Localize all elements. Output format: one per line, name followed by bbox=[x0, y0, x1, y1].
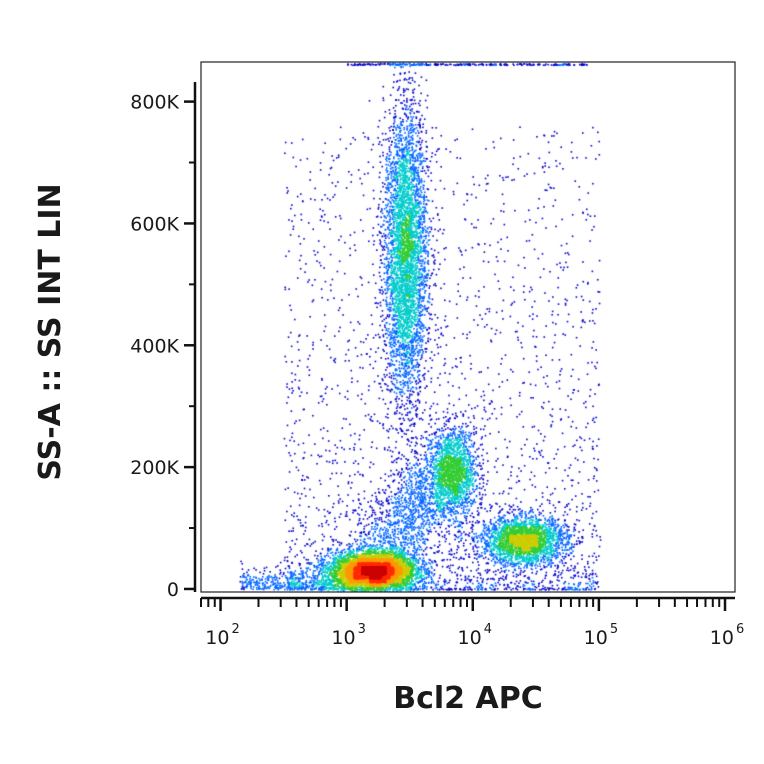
x-tick-label: 10 5 bbox=[584, 622, 618, 649]
y-tick-label: 200K bbox=[130, 457, 179, 479]
y-axis-title: SS-A :: SS INT LIN bbox=[33, 183, 68, 480]
x-axis: 10 2 10 3 10 4 10 5 10 6 bbox=[200, 596, 744, 649]
x-axis-title: Bcl2 APC bbox=[393, 681, 542, 716]
y-tick-label: 800K bbox=[130, 92, 179, 114]
density-dots bbox=[201, 62, 735, 592]
x-tick-label: 10 2 bbox=[205, 622, 239, 649]
x-tick-label: 10 4 bbox=[458, 622, 492, 649]
y-tick-label: 0 bbox=[167, 579, 179, 601]
y-tick-label: 400K bbox=[130, 335, 179, 357]
y-axis: 0 200K 400K 600K 800K bbox=[130, 82, 197, 601]
x-tick-label: 10 6 bbox=[710, 622, 744, 649]
plot-frame bbox=[200, 61, 736, 593]
y-tick-label: 600K bbox=[130, 213, 179, 235]
x-tick-label: 10 3 bbox=[331, 622, 365, 649]
density-dots-layer bbox=[201, 62, 735, 592]
